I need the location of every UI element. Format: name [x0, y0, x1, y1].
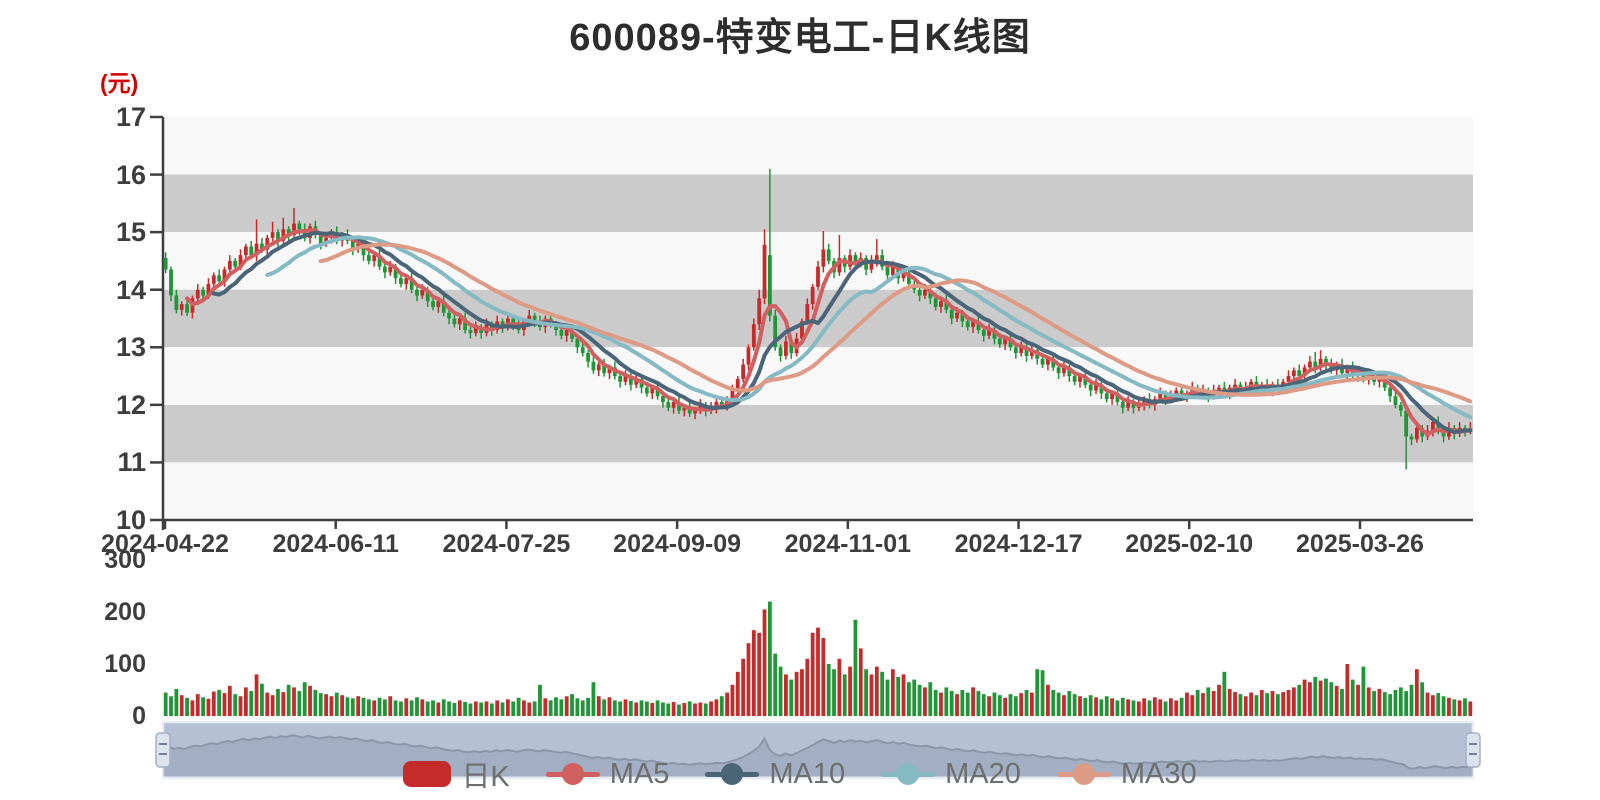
volume-series[interactable]	[163, 601, 1473, 716]
y-axis-tick-label: 15	[115, 217, 146, 248]
y-axis-tick-label: 14	[115, 274, 146, 305]
volume-axis-tick-label: 200	[104, 598, 146, 626]
axes	[150, 115, 1473, 530]
legend-item-label: MA20	[945, 757, 1021, 790]
y-axis-tick-label: 17	[115, 102, 146, 132]
legend-item-daily-k[interactable]: 日K	[403, 753, 510, 795]
plot-background-bands	[163, 117, 1473, 520]
chart-title: 600089-特变电工-日K线图	[569, 17, 1031, 59]
y-axis-tick-label: 11	[117, 447, 146, 478]
legend-item-ma10[interactable]: MA10	[705, 758, 845, 791]
legend-item-label: MA30	[1120, 757, 1197, 790]
ma5-line-legend-icon	[545, 763, 600, 785]
y-axis-unit-label: (元)	[100, 70, 139, 96]
volume-axis-tick-label: 100	[104, 650, 146, 678]
candlestick-legend-icon	[403, 761, 452, 787]
volume-axis-tick-label: 300	[104, 546, 146, 574]
x-axis-date-label: 2024-07-25	[442, 530, 571, 558]
legend-item-label: 日K	[461, 761, 510, 793]
legend-item-label: MA5	[609, 757, 670, 790]
x-axis-date-label: 2024-06-11	[272, 530, 399, 558]
x-axis-date-label: 2025-03-26	[1296, 530, 1424, 558]
navigator-left-handle[interactable]	[155, 732, 171, 768]
x-axis-date-label: 2024-04-22	[101, 530, 229, 558]
volume-axis-tick-label: 0	[132, 702, 146, 730]
legend-item-ma30[interactable]: MA30	[1056, 757, 1197, 791]
y-axis-tick-label: 10	[115, 505, 146, 535]
ma5-line	[185, 228, 1473, 437]
y-axis-tick-label: 12	[115, 389, 146, 420]
x-axis-date-label: 2025-02-10	[1125, 530, 1254, 558]
y-axis-tick-label: 16	[115, 159, 146, 190]
ma20-line-legend-icon	[881, 763, 936, 785]
legend-item-label: MA10	[769, 757, 846, 790]
legend: 日K MA5 MA10 MA20 MA30	[0, 753, 1600, 795]
ma10-line-legend-icon	[705, 763, 760, 785]
legend-item-ma20[interactable]: MA20	[881, 758, 1021, 791]
ma20-line	[265, 235, 1473, 420]
x-axis-date-label: 2024-11-01	[784, 530, 912, 558]
x-axis-date-label: 2024-09-09	[613, 530, 742, 558]
navigator-right-handle[interactable]	[1465, 732, 1481, 768]
legend-item-ma5[interactable]: MA5	[545, 757, 670, 791]
x-axis-date-label: 2024-12-17	[954, 530, 1083, 558]
ma30-line-legend-icon	[1056, 763, 1111, 785]
y-axis-tick-label: 13	[115, 332, 146, 363]
navigator	[155, 720, 1481, 780]
ma10-line	[211, 230, 1473, 435]
ma30-line	[318, 242, 1473, 404]
